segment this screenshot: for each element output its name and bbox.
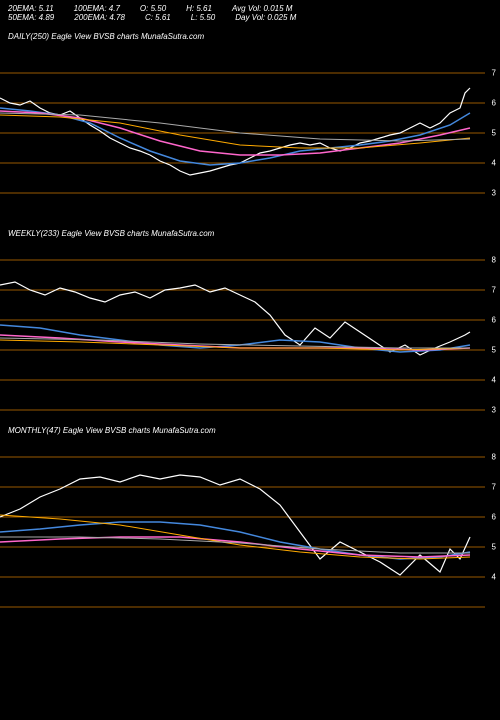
stat-item: Day Vol: 0.025 M	[235, 13, 296, 22]
chart-panel-0: 7 6 5 4 3	[0, 43, 500, 223]
stat-item: C: 5.61	[145, 13, 171, 22]
y-axis-label: 7	[492, 483, 496, 492]
stat-item: 100EMA: 4.7	[74, 4, 120, 13]
y-axis-label: 8	[492, 453, 496, 462]
stat-row-1: 20EMA: 5.11 100EMA: 4.7 O: 5.50 H: 5.61 Avg …	[8, 4, 492, 13]
y-axis-label: 6	[492, 316, 496, 325]
y-axis-label: 8	[492, 256, 496, 265]
chart-title: DAILY(250) Eagle View BVSB charts Munafa…	[0, 30, 500, 43]
stat-item: L: 5.50	[191, 13, 215, 22]
y-axis-label: 4	[492, 573, 496, 582]
y-axis-label: 4	[492, 159, 496, 168]
stat-item: H: 5.61	[186, 4, 212, 13]
stat-item: Avg Vol: 0.015 M	[232, 4, 292, 13]
y-axis-label: 5	[492, 543, 496, 552]
chart-title: WEEKLY(233) Eagle View BVSB charts Munaf…	[0, 227, 500, 240]
chart-panel-1: 8 7 6 5 4 3	[0, 240, 500, 420]
stat-item: 200EMA: 4.78	[74, 13, 125, 22]
stat-item: 50EMA: 4.89	[8, 13, 54, 22]
y-axis-label: 5	[492, 129, 496, 138]
chart-panel-2: 8 7 6 5 4	[0, 437, 500, 617]
stat-row-2: 50EMA: 4.89 200EMA: 4.78 C: 5.61 L: 5.50 Day…	[8, 13, 492, 22]
stat-item: 20EMA: 5.11	[8, 4, 54, 13]
header-stats: 20EMA: 5.11 100EMA: 4.7 O: 5.50 H: 5.61 Avg …	[0, 0, 500, 26]
stat-item: O: 5.50	[140, 4, 166, 13]
y-axis-label: 7	[492, 69, 496, 78]
y-axis-label: 6	[492, 513, 496, 522]
y-axis-label: 5	[492, 346, 496, 355]
y-axis-label: 3	[492, 406, 496, 415]
chart-title: MONTHLY(47) Eagle View BVSB charts Munaf…	[0, 424, 500, 437]
y-axis-label: 7	[492, 286, 496, 295]
y-axis-label: 3	[492, 189, 496, 198]
y-axis-label: 4	[492, 376, 496, 385]
y-axis-label: 6	[492, 99, 496, 108]
